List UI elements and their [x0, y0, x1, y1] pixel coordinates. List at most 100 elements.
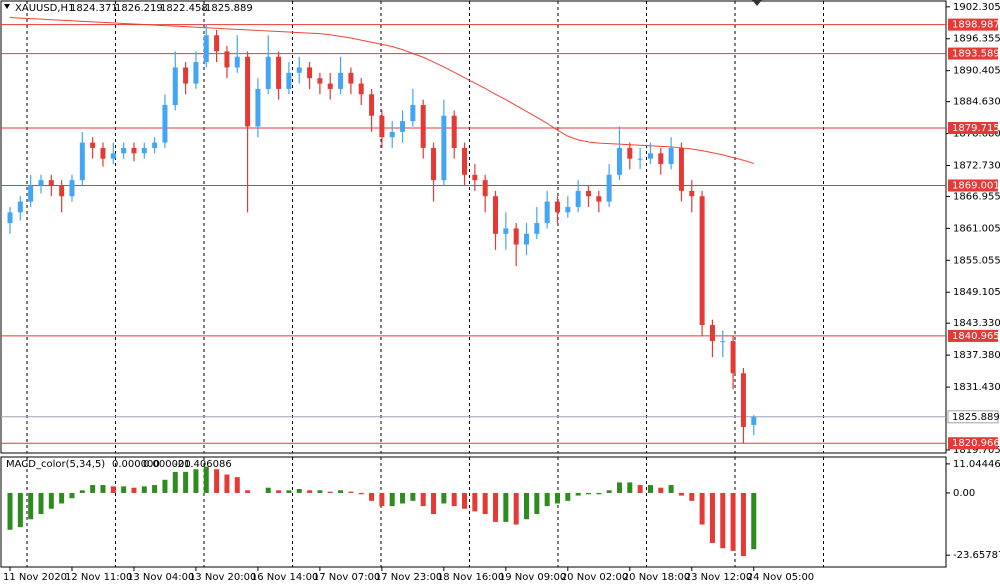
- y-tick-label: -23.657872: [953, 550, 1000, 561]
- macd-bar: [431, 492, 437, 514]
- y-tick-label: 1866.955: [953, 191, 1000, 202]
- macd-bar: [627, 482, 633, 493]
- ohlc-close: 1825.889: [205, 3, 253, 14]
- candle-body: [59, 185, 65, 197]
- candle-body: [678, 147, 684, 191]
- level-tag: [948, 122, 998, 135]
- candle-body: [69, 180, 75, 197]
- menu-arrow[interactable]: [4, 4, 10, 9]
- macd-bar: [400, 492, 406, 504]
- macd-bar: [203, 466, 209, 493]
- x-tick-label: 13 Nov 04:00: [127, 572, 194, 583]
- candle-body: [472, 174, 478, 181]
- macd-name: MACD_color(5,34,5): [6, 459, 105, 470]
- macd-bar: [358, 492, 364, 495]
- macd-bar: [369, 492, 375, 501]
- y-tick-label: 1843.330: [953, 318, 1000, 329]
- price-tag: [947, 410, 999, 424]
- candle-body: [131, 147, 137, 154]
- macd-bar: [389, 492, 395, 507]
- macd-bar: [699, 492, 705, 525]
- macd-bar: [317, 490, 323, 493]
- macd-bar: [503, 492, 509, 522]
- macd-bar: [307, 490, 313, 493]
- candle-body: [668, 147, 674, 165]
- macd-bar: [616, 482, 622, 493]
- macd-bar: [740, 492, 746, 557]
- level-tag: [948, 329, 998, 342]
- macd-bar: [7, 492, 13, 530]
- macd-bar: [245, 490, 251, 493]
- macd-bar: [524, 492, 529, 520]
- macd-bar: [462, 492, 468, 509]
- candle-body: [296, 67, 302, 73]
- y-tick-label: 1861.005: [953, 223, 1000, 234]
- candle-body: [513, 228, 519, 245]
- macd-panel: [0, 456, 947, 568]
- y-tick-label: 1855.055: [953, 255, 1000, 266]
- candle-body: [286, 72, 292, 89]
- main-panel: [0, 0, 947, 454]
- ohlc-high: 1826.219: [115, 3, 163, 14]
- candle-body: [162, 105, 168, 143]
- macd-bar: [286, 490, 292, 493]
- candle-body: [575, 190, 581, 207]
- candle-body: [193, 62, 199, 84]
- macd-bar: [327, 491, 333, 493]
- macd-bar: [121, 486, 127, 493]
- level-label: 1869.001: [952, 180, 1000, 191]
- y-tick-label: 1872.730: [953, 160, 1000, 171]
- macd-bar: [214, 469, 220, 493]
- macd-value: 0.000000: [112, 459, 160, 470]
- candle-body: [585, 190, 591, 197]
- macd-bar: [276, 490, 282, 493]
- macd-bar: [79, 490, 85, 493]
- y-tick-label: 1890.405: [953, 66, 1000, 77]
- x-tick-label: 17 Nov 07:00: [313, 572, 380, 583]
- candle-body: [79, 142, 85, 181]
- macd-bar: [513, 492, 519, 525]
- macd-bar: [110, 486, 116, 493]
- macd-bar: [596, 492, 602, 495]
- candle-body: [48, 180, 54, 186]
- candle-body: [709, 324, 715, 342]
- macd-bar: [730, 492, 736, 551]
- candle-body: [689, 190, 695, 197]
- x-tick-label: 20 Nov 02:00: [561, 572, 628, 583]
- macd-bar: [141, 486, 147, 493]
- x-tick-label: 20 Nov 18:00: [623, 572, 690, 583]
- level-label: 1898.987: [952, 20, 1000, 31]
- candle-body: [637, 158, 643, 160]
- macd-bar: [544, 492, 550, 507]
- candle-body: [554, 201, 560, 213]
- candle-body: [565, 206, 571, 213]
- candle-body: [152, 142, 158, 148]
- macd-bar: [678, 492, 684, 496]
- candle-body: [183, 67, 189, 84]
- candle-body: [100, 147, 106, 159]
- level-label: 1879.715: [952, 123, 1000, 134]
- level-label: 1820.966: [952, 438, 1000, 449]
- candle-body: [524, 233, 529, 245]
- level-label: 1893.589: [952, 49, 1000, 60]
- candle-body: [348, 72, 354, 84]
- macd-bar: [338, 490, 344, 493]
- level-tag: [948, 47, 998, 60]
- candle-body: [400, 121, 406, 132]
- x-tick-label: 23 Nov 12:00: [685, 572, 752, 583]
- ohlc-open: 1824.371: [70, 3, 118, 14]
- macd-bar: [183, 471, 189, 493]
- macd-bar: [265, 487, 271, 493]
- y-tick-label: 11.04446: [953, 459, 1000, 470]
- x-tick-label: 17 Nov 23:00: [375, 572, 442, 583]
- macd-bar: [69, 492, 75, 499]
- candle-body: [327, 83, 333, 89]
- y-tick-label: 1849.105: [953, 287, 1000, 298]
- macd-bar: [441, 492, 447, 504]
- macd-bar: [658, 487, 664, 493]
- macd-value: -21.406086: [174, 459, 232, 470]
- candle-body: [503, 228, 509, 234]
- candle-body: [441, 115, 447, 181]
- symbol: XAUUSD,H1: [15, 3, 74, 14]
